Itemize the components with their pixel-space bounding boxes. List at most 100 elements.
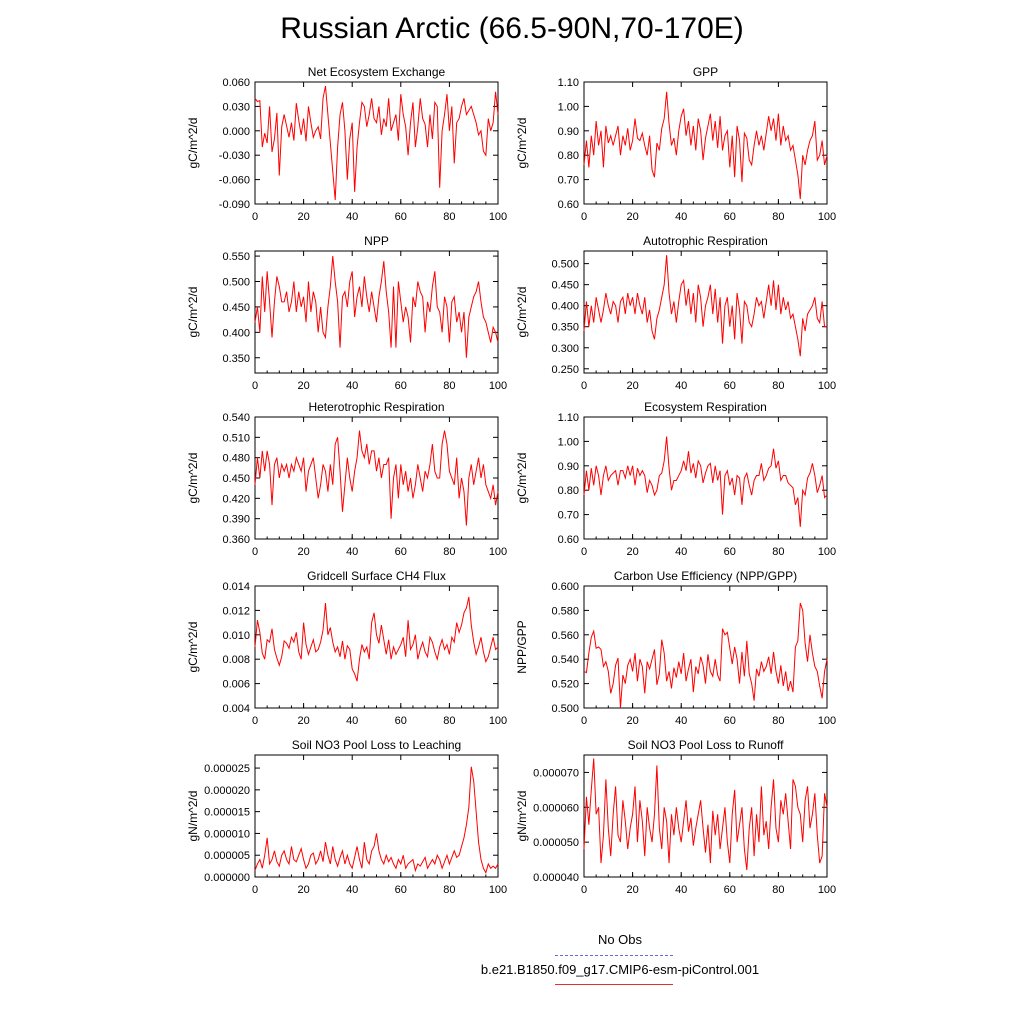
y-tick-label: 0.000020 bbox=[204, 785, 250, 797]
x-tick-label: 80 bbox=[772, 211, 784, 223]
y-tick-label: -0.090 bbox=[219, 199, 250, 211]
plot-frame bbox=[254, 585, 499, 709]
x-tick-label: 100 bbox=[818, 380, 836, 392]
y-axis-label: gN/m^2/d bbox=[515, 791, 529, 842]
y-tick-label: 0.560 bbox=[551, 630, 579, 642]
y-tick-label: 0.420 bbox=[222, 493, 250, 505]
x-tick-label: 60 bbox=[724, 884, 736, 896]
y-tick-label: 0.580 bbox=[551, 605, 579, 617]
y-tick-label: 0.400 bbox=[222, 327, 250, 339]
y-tick-label: 0.60 bbox=[558, 534, 579, 546]
x-tick-label: 80 bbox=[772, 884, 784, 896]
y-axis-label: gC/m^2/d bbox=[515, 453, 529, 504]
x-tick-label: 40 bbox=[346, 715, 358, 727]
x-tick-label: 60 bbox=[395, 715, 407, 727]
legend-line-model bbox=[555, 984, 673, 985]
plot-frame bbox=[583, 250, 828, 374]
y-tick-label: 0.060 bbox=[222, 77, 250, 89]
y-tick-label: 0.360 bbox=[222, 534, 250, 546]
x-tick-label: 60 bbox=[395, 884, 407, 896]
x-tick-label: 20 bbox=[626, 211, 638, 223]
x-tick-label: 100 bbox=[489, 211, 507, 223]
legend-label-obs: No Obs bbox=[597, 932, 643, 947]
x-tick-label: 80 bbox=[772, 546, 784, 558]
series-line bbox=[254, 256, 499, 358]
panel-title: Ecosystem Respiration bbox=[644, 400, 767, 414]
series-line bbox=[254, 430, 499, 526]
y-tick-label: 0.300 bbox=[551, 343, 579, 355]
y-tick-label: 0.000070 bbox=[533, 767, 579, 779]
y-tick-label: -0.030 bbox=[219, 150, 250, 162]
x-tick-label: 20 bbox=[626, 884, 638, 896]
y-tick-label: 1.10 bbox=[558, 412, 579, 424]
panel-title: NPP bbox=[364, 234, 389, 248]
plot-frame bbox=[254, 754, 499, 878]
x-tick-label: 0 bbox=[581, 715, 587, 727]
x-tick-label: 0 bbox=[581, 380, 587, 392]
x-tick-label: 60 bbox=[395, 211, 407, 223]
y-tick-label: 0.010 bbox=[222, 630, 250, 642]
y-tick-label: 0.004 bbox=[222, 703, 250, 715]
x-tick-label: 40 bbox=[675, 380, 687, 392]
y-tick-label: 0.80 bbox=[558, 150, 579, 162]
series-line bbox=[583, 758, 828, 871]
x-tick-label: 80 bbox=[772, 715, 784, 727]
x-tick-label: 0 bbox=[252, 546, 258, 558]
y-axis-label: gC/m^2/d bbox=[515, 287, 529, 338]
x-tick-label: 60 bbox=[724, 380, 736, 392]
y-tick-label: 0.390 bbox=[222, 514, 250, 526]
y-tick-label: 0.014 bbox=[222, 581, 250, 593]
panel-title: Heterotrophic Respiration bbox=[308, 400, 444, 414]
panel-title: Autotrophic Respiration bbox=[643, 234, 768, 248]
y-tick-label: 0.000040 bbox=[533, 872, 579, 884]
series-line bbox=[254, 85, 499, 200]
y-tick-label: 0.008 bbox=[222, 654, 250, 666]
x-tick-label: 0 bbox=[581, 211, 587, 223]
y-tick-label: -0.060 bbox=[219, 175, 250, 187]
x-tick-label: 100 bbox=[818, 211, 836, 223]
x-tick-label: 40 bbox=[346, 884, 358, 896]
x-tick-label: 100 bbox=[818, 884, 836, 896]
y-tick-label: 0.540 bbox=[222, 412, 250, 424]
x-tick-label: 0 bbox=[252, 715, 258, 727]
y-tick-label: 0.480 bbox=[222, 453, 250, 465]
y-tick-label: 0.90 bbox=[558, 126, 579, 138]
y-tick-label: 0.540 bbox=[551, 654, 579, 666]
legend-line-obs bbox=[555, 955, 673, 956]
plot-frame bbox=[583, 754, 828, 878]
legend-label-model: b.e21.B1850.f09_g17.CMIP6-esm-piControl.… bbox=[480, 962, 760, 977]
plot-frame bbox=[583, 81, 828, 205]
y-tick-label: 0.000060 bbox=[533, 802, 579, 814]
x-tick-label: 60 bbox=[395, 380, 407, 392]
y-tick-label: 0.030 bbox=[222, 101, 250, 113]
x-tick-label: 100 bbox=[489, 380, 507, 392]
y-tick-label: 0.000025 bbox=[204, 763, 250, 775]
panel-title: Soil NO3 Pool Loss to Leaching bbox=[292, 738, 461, 752]
plot-frame bbox=[583, 585, 828, 709]
y-tick-label: 0.000050 bbox=[533, 837, 579, 849]
x-tick-label: 40 bbox=[346, 546, 358, 558]
y-tick-label: 0.000000 bbox=[204, 872, 250, 884]
y-tick-label: 0.450 bbox=[551, 280, 579, 292]
panel-title: Gridcell Surface CH4 Flux bbox=[307, 569, 446, 583]
plot-frame bbox=[254, 81, 499, 205]
x-tick-label: 20 bbox=[626, 380, 638, 392]
y-tick-label: 0.450 bbox=[222, 473, 250, 485]
y-tick-label: 0.510 bbox=[222, 432, 250, 444]
y-tick-label: 0.550 bbox=[222, 251, 250, 263]
panel-title: Soil NO3 Pool Loss to Runoff bbox=[628, 738, 785, 752]
x-tick-label: 60 bbox=[724, 715, 736, 727]
y-tick-label: 0.80 bbox=[558, 485, 579, 497]
y-tick-label: 0.000005 bbox=[204, 850, 250, 862]
x-tick-label: 80 bbox=[443, 546, 455, 558]
y-axis-label: gC/m^2/d bbox=[186, 622, 200, 673]
x-tick-label: 20 bbox=[297, 884, 309, 896]
y-tick-label: 0.70 bbox=[558, 510, 579, 522]
x-tick-label: 60 bbox=[724, 546, 736, 558]
y-tick-label: 0.012 bbox=[222, 605, 250, 617]
x-tick-label: 0 bbox=[252, 884, 258, 896]
y-tick-label: 0.500 bbox=[551, 703, 579, 715]
x-tick-label: 100 bbox=[489, 715, 507, 727]
x-tick-label: 20 bbox=[626, 546, 638, 558]
